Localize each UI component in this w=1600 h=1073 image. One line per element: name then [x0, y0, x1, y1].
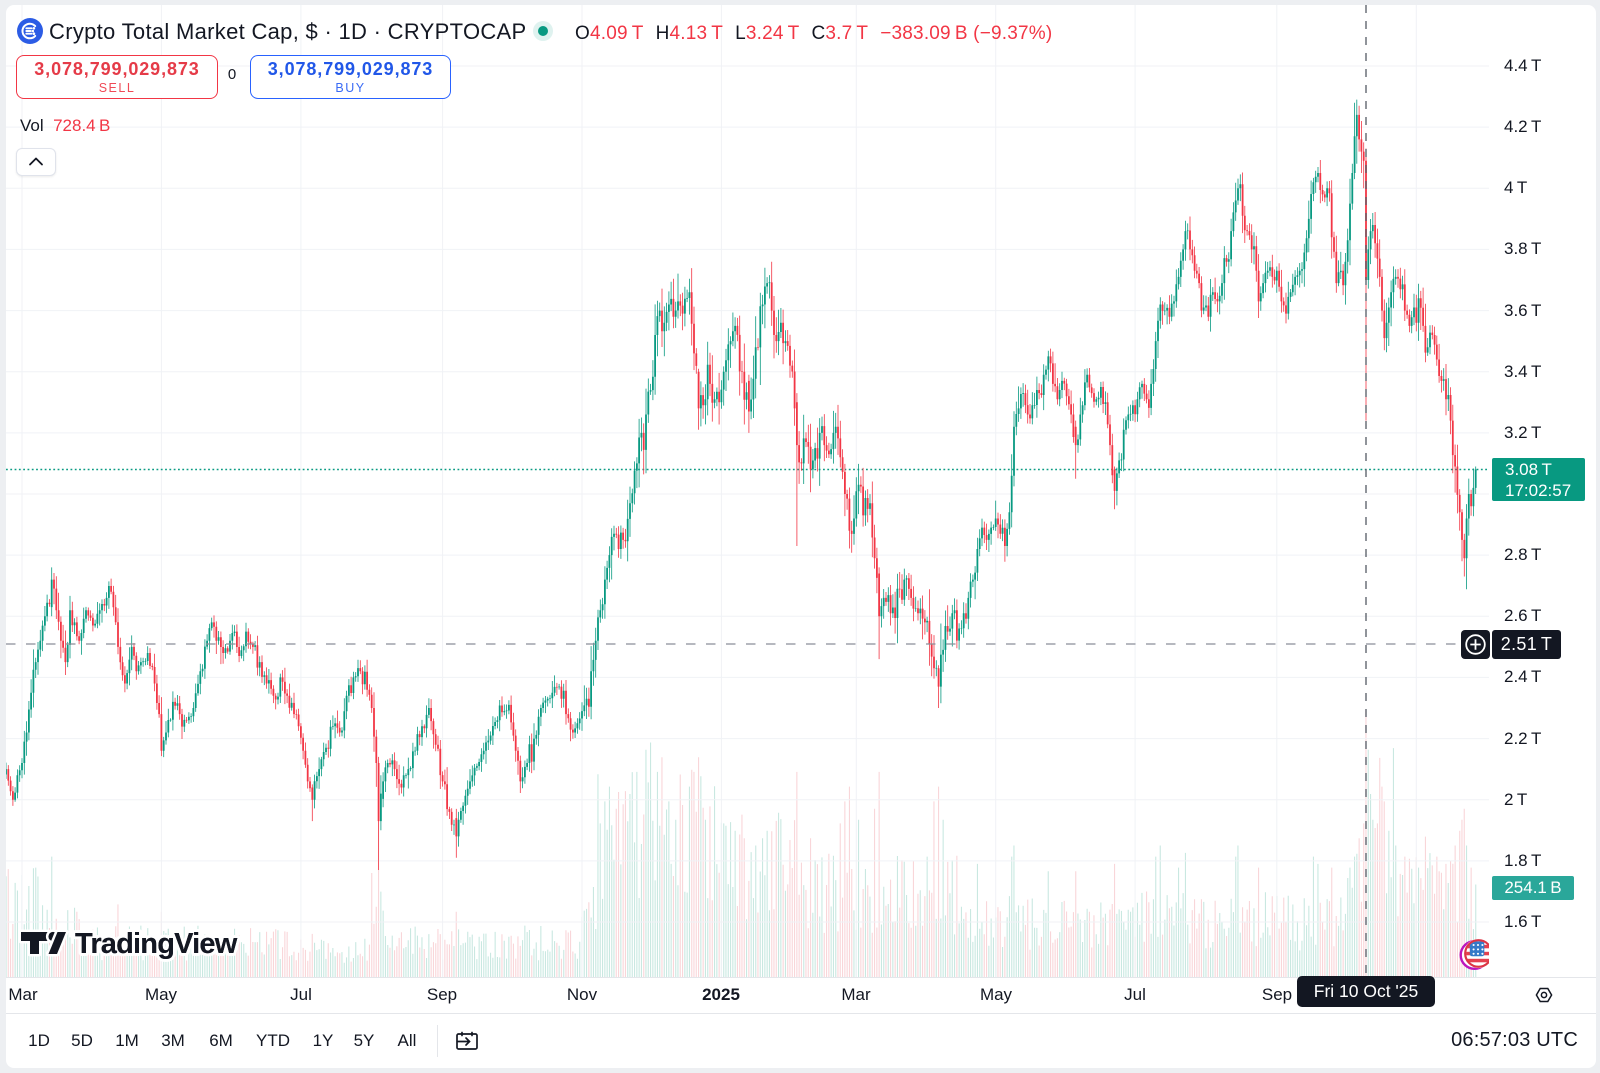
svg-text:TradingView: TradingView	[75, 928, 238, 960]
svg-text:TradingView: TradingView	[75, 928, 238, 960]
